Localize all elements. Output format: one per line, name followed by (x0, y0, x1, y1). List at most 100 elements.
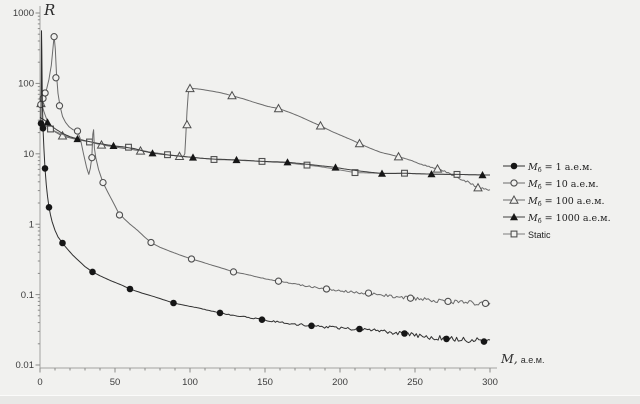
marker-open-triangle (273, 103, 284, 113)
series-m10-line (39, 35, 491, 306)
x-tick-label: 250 (407, 377, 423, 388)
marker-filled-circle (510, 162, 518, 170)
marker-open-circle (55, 102, 64, 110)
legend-label-m100: Mб = 100 а.е.м. (528, 196, 605, 208)
marker-filled-circle (480, 338, 488, 345)
marker-filled-circle (308, 322, 315, 330)
marker-open-circle (115, 211, 124, 219)
marker-open-circle (88, 154, 96, 162)
marker-open-circle (147, 238, 155, 247)
legend-key-m1 (503, 162, 525, 170)
x-tick-label: 0 (37, 377, 42, 388)
marker-open-triangle (227, 90, 237, 100)
marker-filled-circle (89, 268, 96, 276)
axes (39, 6, 497, 369)
marker-open-circle (73, 127, 82, 135)
legend-key-m1000 (503, 213, 525, 221)
marker-filled-circle (443, 335, 450, 343)
series-m100-line (39, 87, 491, 191)
x-axis-title-var: M, (501, 351, 518, 366)
legend-item-static: Static (503, 228, 611, 240)
legend-key-m10 (503, 179, 525, 187)
marker-filled-circle (170, 299, 177, 307)
marker-open-circle (229, 268, 238, 276)
marker-filled-circle (356, 325, 363, 333)
marker-open-circle (274, 277, 283, 285)
marker-open-triangle (509, 194, 519, 204)
marker-open-circle (99, 178, 107, 187)
series-m100-markers (36, 83, 483, 192)
x-tick-label: 200 (332, 377, 348, 388)
marker-filled-triangle (43, 118, 52, 126)
x-tick-label: 150 (257, 377, 273, 388)
legend-item-m1000: Mб = 1000 а.е.м. (503, 211, 611, 225)
marker-filled-circle (41, 165, 49, 172)
marker-open-square (303, 161, 311, 169)
legend-item-m10: Mб = 10 а.е.м. (503, 177, 611, 191)
x-axis-title-unit: а.е.м. (520, 355, 545, 365)
legend-label-static: Static (528, 230, 551, 240)
marker-filled-triangle (148, 149, 157, 157)
legend: Mб = 1 а.е.м. Mб = 10 а.е.м. Mб = 100 а.е.… (503, 160, 611, 245)
series-m10-markers (37, 33, 490, 308)
series-static-line (39, 122, 490, 176)
legend-item-m100: Mб = 100 а.е.м. (503, 194, 611, 208)
x-tick-label: 300 (482, 377, 498, 388)
series-m1000-markers (43, 118, 487, 179)
x-tick-label: 100 (182, 377, 198, 388)
x-tick-label: 50 (110, 377, 121, 388)
axis-ticks (35, 12, 491, 373)
marker-filled-triangle (478, 171, 487, 179)
marker-open-circle (444, 297, 452, 306)
marker-open-triangle (185, 83, 195, 93)
y-tick-label: 1 (29, 219, 34, 230)
marker-open-circle (481, 299, 490, 308)
marker-open-circle (364, 289, 373, 297)
marker-filled-triangle (331, 163, 340, 171)
marker-open-circle (50, 33, 58, 41)
legend-key-m100 (503, 194, 525, 204)
marker-open-circle (322, 285, 331, 293)
marker-open-square (351, 169, 359, 177)
series-m1-markers (37, 120, 488, 345)
marker-open-triangle (315, 120, 326, 130)
marker-filled-triangle (189, 153, 197, 161)
marker-open-triangle (393, 151, 404, 161)
marker-open-triangle (354, 138, 365, 148)
marker-open-square (47, 125, 54, 133)
y-tick-label: 0.01 (16, 360, 35, 371)
marker-open-circle (41, 89, 49, 97)
marker-filled-triangle (109, 141, 118, 149)
marker-filled-triangle (283, 158, 292, 166)
legend-label-m10: Mб = 10 а.е.м. (528, 179, 599, 191)
series-static-markers (47, 125, 461, 178)
marker-filled-circle (39, 125, 47, 132)
x-axis-title: M, а.е.м. (501, 350, 544, 368)
marker-open-triangle (182, 119, 192, 129)
marker-open-circle (187, 255, 196, 263)
marker-filled-triangle (378, 169, 386, 177)
y-tick-label: 1000 (13, 8, 34, 19)
y-tick-label: 100 (18, 79, 34, 90)
marker-filled-triangle (232, 155, 241, 164)
marker-filled-circle (401, 330, 408, 337)
axis-labels: 0.01 0.1 1 10 100 1000 0 50 100 150 200 250 300 (13, 8, 498, 388)
marker-filled-triangle (427, 170, 436, 178)
marker-open-circle (510, 179, 518, 187)
marker-open-circle (406, 294, 415, 302)
y-tick-label: 10 (23, 149, 34, 160)
marker-filled-circle (258, 316, 266, 324)
marker-filled-circle (216, 309, 224, 317)
legend-label-m1000: Mб = 1000 а.е.м. (528, 213, 611, 225)
legend-item-m1: Mб = 1 а.е.м. (503, 160, 611, 174)
legend-key-static (503, 230, 525, 238)
y-tick-label: 0.1 (21, 290, 34, 301)
legend-label-m1: Mб = 1 а.е.м. (528, 162, 593, 174)
marker-filled-circle (126, 285, 134, 293)
marker-open-triangle (432, 163, 443, 173)
marker-filled-circle (45, 204, 53, 211)
y-axis-title: R (44, 1, 56, 19)
marker-open-circle (52, 74, 60, 82)
